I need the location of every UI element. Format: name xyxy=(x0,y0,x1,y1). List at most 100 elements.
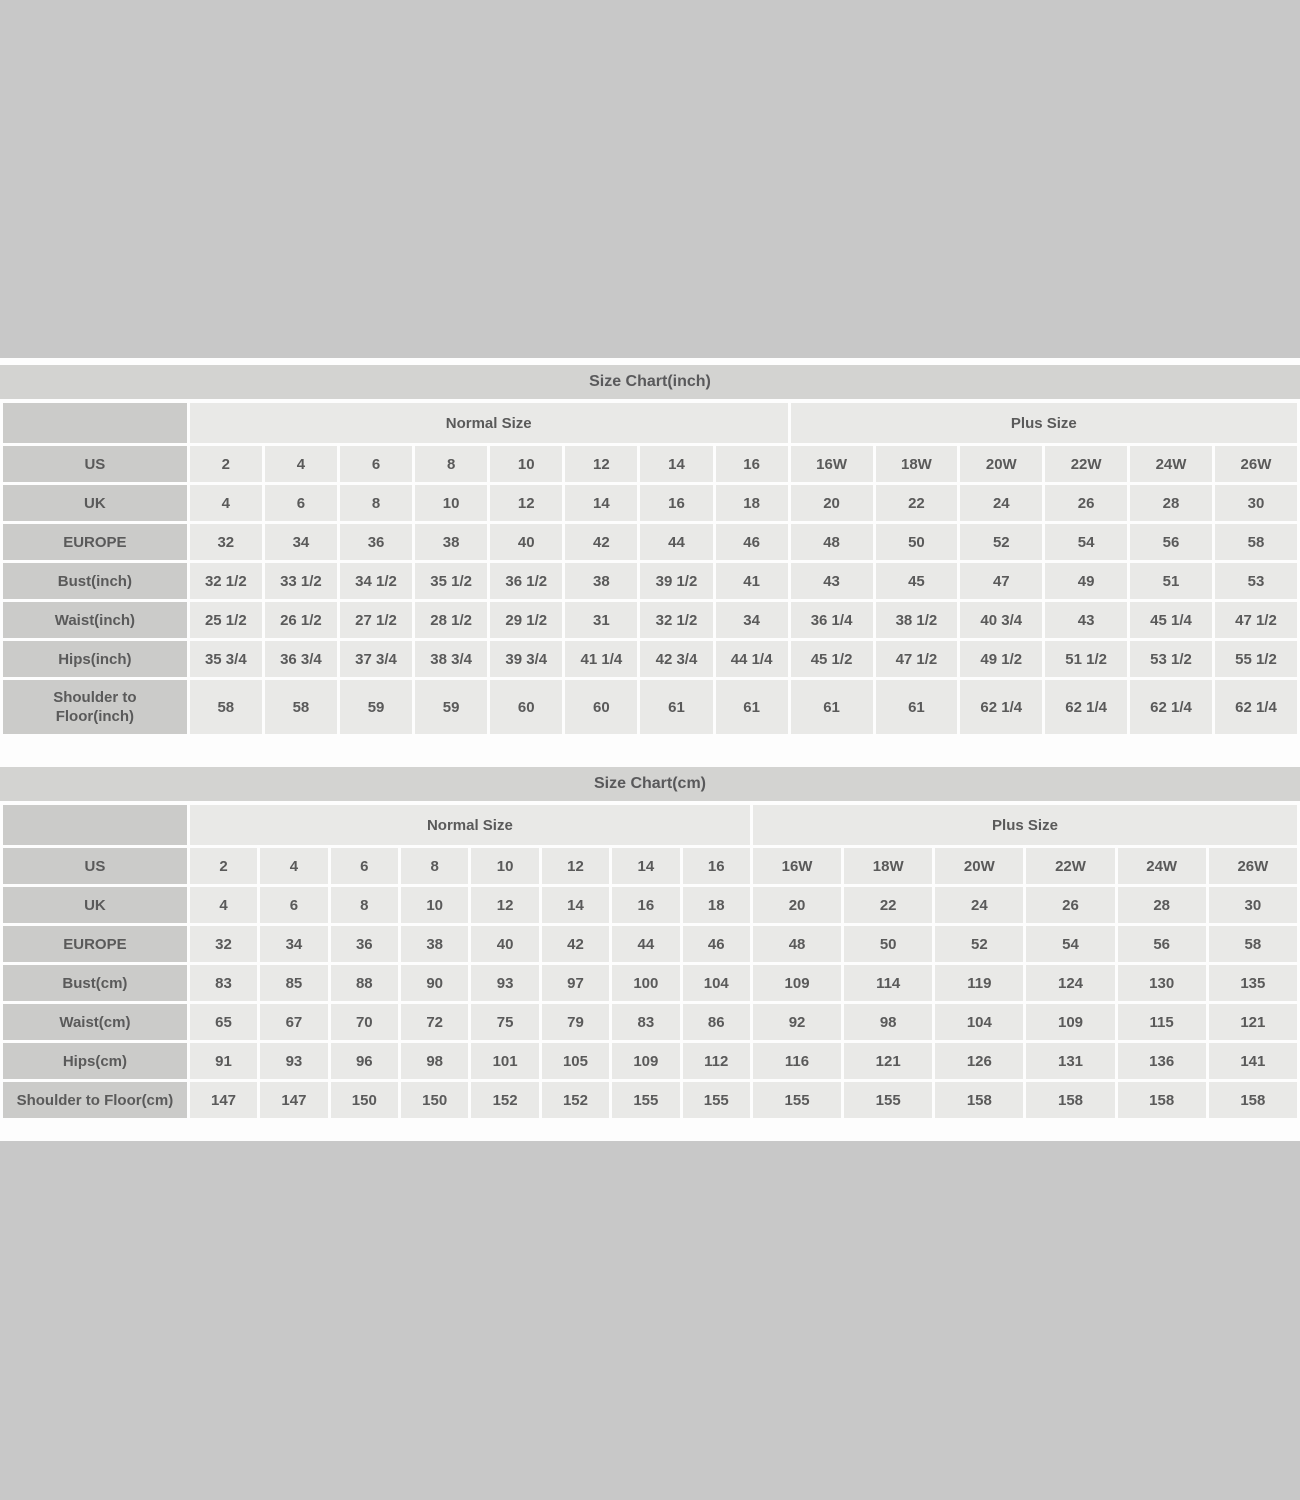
size-value-cell: 51 1/2 xyxy=(1045,641,1128,677)
row-label: Waist(inch) xyxy=(3,602,187,638)
size-value-cell: 30 xyxy=(1208,887,1297,923)
size-value-cell: 48 xyxy=(790,524,873,560)
size-value-cell: 8 xyxy=(330,887,398,923)
table-row: Shoulder to Floor(inch) 58 58 59 59 60 60 61 61 6… xyxy=(3,680,1297,734)
size-value-cell: 44 xyxy=(612,926,680,962)
size-value-cell: 96 xyxy=(330,1043,398,1079)
size-value-cell: 52 xyxy=(935,926,1024,962)
size-value-cell: 105 xyxy=(541,1043,610,1079)
size-value-cell: 58 xyxy=(1214,524,1297,560)
size-value-cell: 38 xyxy=(401,926,469,962)
table-row: Bust(cm) 83 85 88 90 93 97 100 104 109 114 119 124 13… xyxy=(3,965,1297,1001)
size-value-cell: 33 1/2 xyxy=(264,563,337,599)
size-value-cell: 158 xyxy=(935,1082,1024,1118)
size-value-cell: 56 xyxy=(1130,524,1212,560)
size-value-cell: 155 xyxy=(844,1082,933,1118)
size-value-cell: 109 xyxy=(1026,1004,1115,1040)
size-value-cell: 12 xyxy=(565,446,638,482)
size-value-cell: 26W xyxy=(1214,446,1297,482)
size-value-cell: 104 xyxy=(682,965,750,1001)
table-row: EUROPE 32 34 36 38 40 42 44 46 48 50 52 54 56 58 xyxy=(3,926,1297,962)
row-label: Shoulder to Floor(inch) xyxy=(3,680,187,734)
size-value-cell: 48 xyxy=(752,926,842,962)
size-value-cell: 98 xyxy=(401,1043,469,1079)
size-value-cell: 58 xyxy=(189,680,262,734)
size-chart-cm-table-wrap: Normal Size Plus Size US 2 4 6 8 10 12 14 16 16W 18W… xyxy=(0,802,1300,1121)
size-value-cell: 16 xyxy=(715,446,788,482)
size-value-cell: 97 xyxy=(541,965,610,1001)
size-value-cell: 14 xyxy=(640,446,713,482)
size-value-cell: 10 xyxy=(415,485,488,521)
size-value-cell: 16 xyxy=(612,887,680,923)
size-value-cell: 28 xyxy=(1130,485,1212,521)
size-value-cell: 49 xyxy=(1045,563,1128,599)
size-value-cell: 61 xyxy=(640,680,713,734)
size-value-cell: 29 1/2 xyxy=(490,602,563,638)
size-value-cell: 141 xyxy=(1208,1043,1297,1079)
size-value-cell: 34 xyxy=(715,602,788,638)
size-value-cell: 53 xyxy=(1214,563,1297,599)
size-value-cell: 41 xyxy=(715,563,788,599)
size-value-cell: 92 xyxy=(752,1004,842,1040)
size-value-cell: 61 xyxy=(875,680,958,734)
size-value-cell: 18W xyxy=(844,848,933,884)
size-value-cell: 112 xyxy=(682,1043,750,1079)
size-chart-cm-title: Size Chart(cm) xyxy=(0,767,1300,801)
size-value-cell: 8 xyxy=(401,848,469,884)
size-value-cell: 114 xyxy=(844,965,933,1001)
size-value-cell: 43 xyxy=(790,563,873,599)
size-value-cell: 135 xyxy=(1208,965,1297,1001)
size-value-cell: 20 xyxy=(752,887,842,923)
row-label: Bust(cm) xyxy=(3,965,187,1001)
size-value-cell: 130 xyxy=(1117,965,1206,1001)
size-value-cell: 14 xyxy=(612,848,680,884)
size-value-cell: 36 xyxy=(339,524,413,560)
size-value-cell: 147 xyxy=(260,1082,328,1118)
size-value-cell: 150 xyxy=(401,1082,469,1118)
size-value-cell: 72 xyxy=(401,1004,469,1040)
row-label: UK xyxy=(3,887,187,923)
size-value-cell: 155 xyxy=(682,1082,750,1118)
size-value-cell: 24W xyxy=(1117,848,1206,884)
size-value-cell: 16W xyxy=(790,446,873,482)
size-value-cell: 38 1/2 xyxy=(875,602,958,638)
size-value-cell: 18 xyxy=(682,887,750,923)
size-value-cell: 83 xyxy=(189,965,258,1001)
size-value-cell: 20W xyxy=(935,848,1024,884)
size-value-cell: 58 xyxy=(264,680,337,734)
size-value-cell: 47 1/2 xyxy=(875,641,958,677)
size-value-cell: 121 xyxy=(844,1043,933,1079)
table-row: Shoulder to Floor(cm) 147 147 150 150 152 152 1… xyxy=(3,1082,1297,1118)
size-value-cell: 32 1/2 xyxy=(189,563,262,599)
size-value-cell: 12 xyxy=(471,887,539,923)
size-value-cell: 47 1/2 xyxy=(1214,602,1297,638)
size-value-cell: 4 xyxy=(189,485,262,521)
size-value-cell: 37 3/4 xyxy=(339,641,413,677)
size-value-cell: 62 1/4 xyxy=(1214,680,1297,734)
size-value-cell: 32 xyxy=(189,524,262,560)
size-value-cell: 28 1/2 xyxy=(415,602,488,638)
size-chart-inch-table-wrap: Normal Size Plus Size US 2 4 6 8 10 12 14 16 16W 18W… xyxy=(0,400,1300,737)
size-value-cell: 54 xyxy=(1045,524,1128,560)
size-value-cell: 4 xyxy=(189,887,258,923)
size-value-cell: 42 xyxy=(541,926,610,962)
size-value-cell: 93 xyxy=(260,1043,328,1079)
size-value-cell: 35 3/4 xyxy=(189,641,262,677)
size-value-cell: 42 3/4 xyxy=(640,641,713,677)
size-value-cell: 46 xyxy=(682,926,750,962)
size-value-cell: 45 xyxy=(875,563,958,599)
size-value-cell: 18W xyxy=(875,446,958,482)
group-header-row: Normal Size Plus Size xyxy=(3,805,1297,845)
size-value-cell: 45 1/4 xyxy=(1130,602,1212,638)
size-value-cell: 34 xyxy=(260,926,328,962)
size-value-cell: 67 xyxy=(260,1004,328,1040)
size-value-cell: 18 xyxy=(715,485,788,521)
size-value-cell: 55 1/2 xyxy=(1214,641,1297,677)
corner-cell xyxy=(3,805,187,845)
size-value-cell: 61 xyxy=(790,680,873,734)
size-value-cell: 6 xyxy=(264,485,337,521)
size-value-cell: 25 1/2 xyxy=(189,602,262,638)
size-value-cell: 16 xyxy=(640,485,713,521)
size-value-cell: 36 1/4 xyxy=(790,602,873,638)
size-value-cell: 158 xyxy=(1208,1082,1297,1118)
